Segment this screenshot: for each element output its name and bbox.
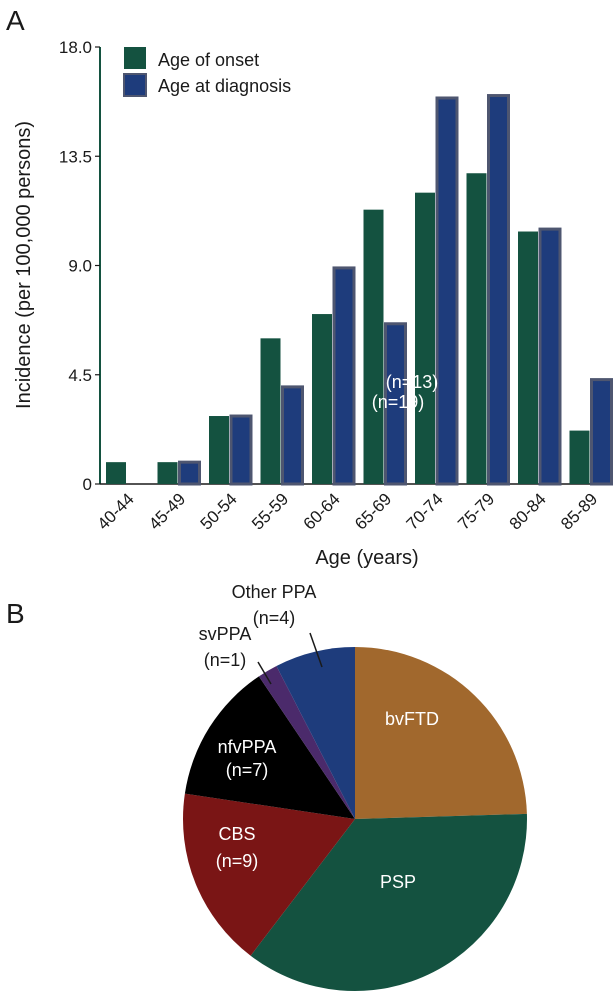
- pie-labels: bvFTD (n=13) PSP (n=19) CBS (n=9) nfvPPA (n=7) s…: [199, 372, 439, 892]
- y-axis-title: Incidence (per 100,000 persons): [13, 121, 35, 409]
- bar-chart-y-ticks: 0 4.5 9.0 13.5 18.0: [59, 38, 100, 494]
- x-tick-label: 40-44: [94, 489, 138, 533]
- bar-diagnosis: [332, 266, 356, 486]
- pie-slice-bvftd: [355, 647, 527, 819]
- pie-label-cbs: CBS: [218, 824, 255, 844]
- pie-label-svppa: svPPA: [199, 624, 252, 644]
- bar-onset: [209, 416, 229, 484]
- bar-onset: [518, 231, 538, 484]
- pie-slice-cbs: [183, 793, 355, 956]
- legend-swatch-onset: [124, 47, 146, 69]
- y-tick-label: 13.5: [59, 147, 92, 166]
- pie-label-psp: PSP: [380, 872, 416, 892]
- x-tick-label: 70-74: [403, 489, 447, 533]
- legend-swatch-diagnosis: [123, 73, 147, 97]
- x-tick-label: 55-59: [248, 489, 292, 533]
- pie-count-cbs: (n=9): [216, 851, 259, 871]
- pie-leader-svppa: [257, 661, 272, 685]
- bar-onset: [106, 462, 126, 484]
- y-tick-label: 4.5: [68, 366, 92, 385]
- x-tick-label: 60-64: [300, 489, 344, 533]
- x-tick-label: 45-49: [145, 489, 189, 533]
- bar-onset: [157, 462, 178, 484]
- bar-diagnosis: [384, 322, 407, 486]
- pie-count-other-ppa: (n=4): [253, 608, 296, 628]
- pie-label-nfvppa: nfvPPA: [218, 737, 277, 757]
- pie-count-svppa: (n=1): [204, 650, 247, 670]
- legend-label-diagnosis: Age at diagnosis: [158, 76, 291, 96]
- pie-label-bvftd: bvFTD: [385, 709, 439, 729]
- panel-label-b: B: [6, 598, 25, 629]
- y-tick-label: 9.0: [68, 257, 92, 276]
- bar-diagnosis: [590, 378, 613, 486]
- x-axis-title: Age (years): [315, 547, 418, 569]
- pie-slice-nfvppa: [184, 676, 355, 819]
- pie-slice-psp: [250, 813, 527, 991]
- pie-leader-other-ppa: [309, 632, 323, 668]
- bar-onset: [260, 338, 281, 484]
- bar-chart-bars: [106, 94, 613, 486]
- bar-diagnosis: [435, 96, 459, 486]
- bar-onset: [363, 209, 384, 484]
- pie-slice-svppa: [258, 665, 355, 819]
- bar-chart-legend: Age of onset Age at diagnosis: [123, 47, 291, 97]
- bar-onset: [312, 314, 332, 484]
- x-tick-label: 65-69: [351, 489, 395, 533]
- bar-diagnosis: [538, 227, 562, 486]
- legend-label-onset: Age of onset: [158, 50, 259, 70]
- pie-count-nfvppa: (n=7): [226, 760, 269, 780]
- y-tick-label: 18.0: [59, 38, 92, 57]
- bar-onset: [466, 173, 487, 484]
- pie-slices: [183, 647, 527, 991]
- pie-label-other-ppa: Other PPA: [232, 582, 317, 602]
- bar-chart-x-ticks: 40-44 45-49 50-54 55-59 60-64 65-69 70-74 75-79…: [94, 489, 602, 533]
- x-tick-label: 85-89: [557, 489, 601, 533]
- bar-onset: [415, 192, 435, 484]
- pie-count-bvftd: (n=13): [386, 372, 439, 392]
- bar-diagnosis: [487, 94, 510, 486]
- pie-count-psp: (n=19): [372, 392, 425, 412]
- pie-leader-lines: [257, 632, 323, 685]
- bar-diagnosis: [178, 460, 201, 486]
- panel-label-a: A: [6, 5, 25, 36]
- bar-onset: [569, 430, 590, 484]
- pie-chart: bvFTD (n=13) PSP (n=19) CBS (n=9) nfvPPA (n=7) s…: [183, 372, 527, 991]
- bar-diagnosis: [281, 385, 304, 486]
- bar-chart: 0 4.5 9.0 13.5 18.0 40-44 45-49 50-54 55-59 60-6…: [13, 38, 613, 569]
- x-tick-label: 75-79: [454, 489, 498, 533]
- x-tick-label: 80-84: [506, 489, 550, 533]
- pie-slice-other-ppa: [276, 647, 355, 819]
- bar-diagnosis: [229, 414, 253, 486]
- y-tick-label: 0: [83, 475, 92, 494]
- x-tick-label: 50-54: [197, 489, 241, 533]
